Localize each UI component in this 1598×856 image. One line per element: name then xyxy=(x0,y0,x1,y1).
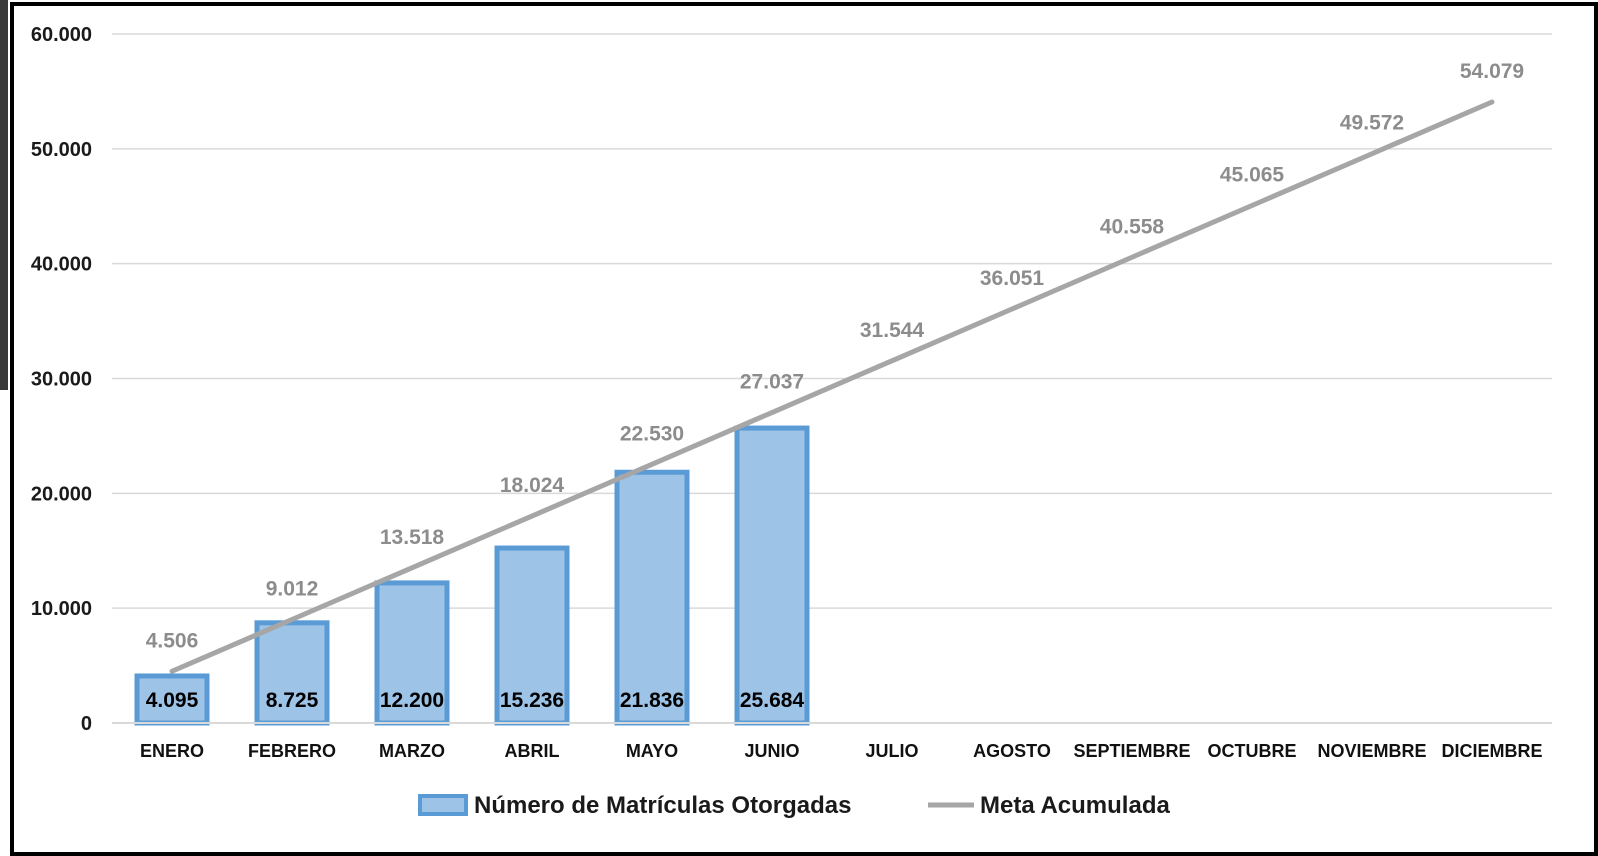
line-value-label: 18.024 xyxy=(500,474,565,497)
y-tick-label: 30.000 xyxy=(31,369,92,391)
line-value-label: 36.051 xyxy=(980,267,1045,290)
x-tick-label: FEBRERO xyxy=(248,741,336,761)
left-edge-strip xyxy=(0,0,8,390)
x-tick-label: JUNIO xyxy=(744,741,799,761)
y-tick-label: 50.000 xyxy=(31,139,92,161)
line-value-label: 54.079 xyxy=(1460,60,1524,83)
line-value-label: 22.530 xyxy=(620,422,684,445)
x-axis-ticks: ENERO FEBRERO MARZO ABRIL MAYO JUNIO JULIO AGOS… xyxy=(140,741,1543,761)
x-tick-label: ENERO xyxy=(140,741,204,761)
x-tick-label: MARZO xyxy=(379,741,445,761)
line-value-label: 27.037 xyxy=(740,371,804,394)
x-tick-label: DICIEMBRE xyxy=(1441,741,1542,761)
line-value-label: 40.558 xyxy=(1100,215,1165,238)
gridlines xyxy=(112,33,1552,609)
legend-bar-swatch xyxy=(418,794,468,816)
bar-value-label: 25.684 xyxy=(740,689,805,712)
line-value-label: 4.506 xyxy=(146,629,199,652)
y-tick-label: 40.000 xyxy=(31,254,92,276)
line-value-label: 45.065 xyxy=(1220,164,1285,187)
bar-value-label: 8.725 xyxy=(266,689,319,712)
y-tick-label: 20.000 xyxy=(31,483,92,505)
legend-bar-label: Número de Matrículas Otorgadas xyxy=(474,792,851,819)
bar-value-label: 21.836 xyxy=(620,689,684,712)
line-series xyxy=(169,99,1495,674)
bar-series xyxy=(134,425,810,726)
line-value-labels: 4.506 9.012 13.518 18.024 22.530 27.037 31.544… xyxy=(146,60,1524,652)
x-tick-label: ABRIL xyxy=(505,741,560,761)
x-tick-label: MAYO xyxy=(626,741,678,761)
line-value-label: 49.572 xyxy=(1340,112,1404,135)
x-tick-label: AGOSTO xyxy=(973,741,1051,761)
y-tick-label: 10.000 xyxy=(31,598,92,620)
bar xyxy=(614,469,690,726)
line-meta-acumulada xyxy=(169,99,1495,674)
y-tick-label: 60.000 xyxy=(31,24,92,46)
x-tick-label: SEPTIEMBRE xyxy=(1073,741,1190,761)
bar xyxy=(734,425,810,726)
legend-line-label: Meta Acumulada xyxy=(980,792,1170,819)
line-value-label: 9.012 xyxy=(266,578,319,601)
bar xyxy=(134,673,210,726)
bar-value-labels: 4.095 8.725 12.200 15.236 21.836 25.684 xyxy=(146,689,805,712)
bar-value-label: 15.236 xyxy=(500,689,564,712)
chart-border xyxy=(10,2,1598,856)
bar-value-label: 4.095 xyxy=(146,689,199,712)
y-axis-ticks: 0 10.000 20.000 30.000 40.000 50.000 60.000 xyxy=(31,24,92,735)
bar-value-label: 12.200 xyxy=(380,689,444,712)
legend: Número de Matrículas Otorgadas Meta Acumu… xyxy=(418,792,1170,819)
x-tick-label: OCTUBRE xyxy=(1208,741,1297,761)
x-tick-label: JULIO xyxy=(865,741,918,761)
y-tick-label: 0 xyxy=(81,713,92,735)
bar xyxy=(254,620,330,726)
line-value-label: 31.544 xyxy=(860,319,925,342)
line-value-label: 13.518 xyxy=(380,526,445,549)
x-tick-label: NOVIEMBRE xyxy=(1317,741,1426,761)
